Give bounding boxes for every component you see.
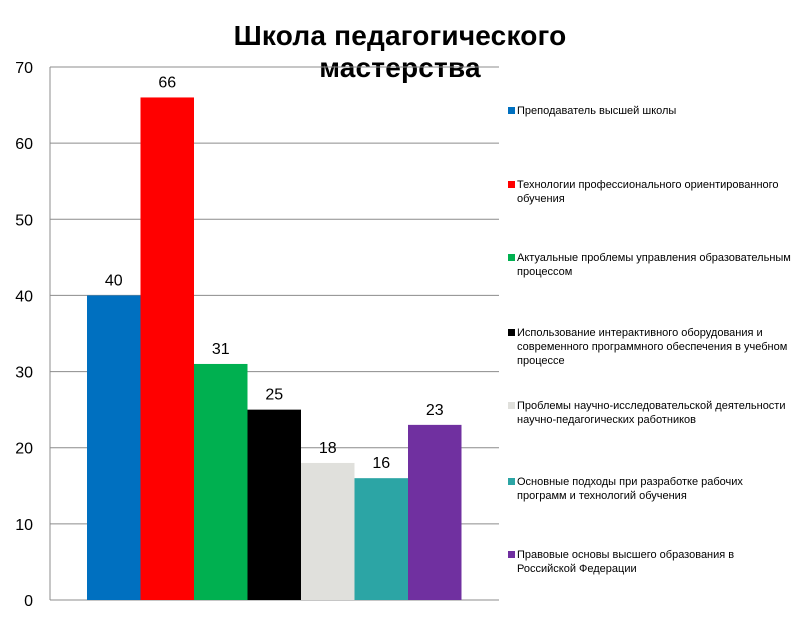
y-tick-label: 70	[15, 60, 33, 77]
y-tick-label: 50	[15, 212, 33, 229]
legend-item: Актуальные проблемы управления образоват…	[508, 251, 793, 279]
legend-swatch	[508, 478, 515, 485]
y-tick-label: 20	[15, 441, 33, 458]
legend-item: Технологии профессионального ориентирова…	[508, 178, 793, 206]
y-tick-label: 40	[15, 288, 33, 305]
data-label: 66	[158, 74, 176, 91]
data-label: 23	[426, 402, 444, 419]
y-tick-label: 30	[15, 365, 33, 382]
data-label: 31	[212, 341, 230, 358]
legend-swatch	[508, 181, 515, 188]
legend-label: Использование интерактивного оборудовани…	[517, 327, 788, 367]
legend-label: Технологии профессионального ориентирова…	[517, 179, 779, 205]
bar	[408, 424, 462, 600]
legend-swatch	[508, 107, 515, 114]
data-label: 18	[319, 440, 337, 457]
data-label: 40	[105, 272, 123, 289]
bars	[87, 97, 462, 600]
legend-item: Основные подходы при разработке рабочих …	[508, 475, 793, 503]
bar	[247, 409, 301, 600]
legend-label: Проблемы научно-исследовательской деятел…	[517, 400, 786, 426]
data-labels: 40 66 31 25 18 16 23	[105, 74, 444, 472]
legend: Преподаватель высшей школы Технологии пр…	[508, 0, 800, 626]
legend-item: Проблемы научно-исследовательской деятел…	[508, 399, 793, 427]
bar	[301, 462, 355, 600]
legend-label: Преподаватель высшей школы	[517, 105, 677, 117]
y-axis-ticks: 0 10 20 30 40 50 60 70	[15, 60, 33, 610]
data-label: 25	[265, 387, 283, 404]
legend-item: Преподаватель высшей школы	[508, 104, 793, 118]
bar	[140, 97, 194, 600]
legend-swatch	[508, 254, 515, 261]
legend-label: Правовые основы высшего образования в Ро…	[517, 549, 735, 575]
y-tick-label: 10	[15, 517, 33, 534]
legend-swatch	[508, 402, 515, 409]
data-label: 16	[372, 455, 390, 472]
legend-swatch	[508, 551, 515, 558]
legend-label: Актуальные проблемы управления образоват…	[517, 252, 791, 278]
y-tick-label: 60	[15, 136, 33, 153]
bar	[87, 295, 141, 600]
bar	[194, 363, 248, 600]
legend-item: Правовые основы высшего образования в Ро…	[508, 548, 793, 576]
legend-swatch	[508, 329, 515, 336]
legend-item: Использование интерактивного оборудовани…	[508, 326, 793, 368]
bar	[354, 478, 408, 600]
y-tick-label: 0	[24, 593, 33, 610]
legend-label: Основные подходы при разработке рабочих …	[517, 476, 743, 502]
